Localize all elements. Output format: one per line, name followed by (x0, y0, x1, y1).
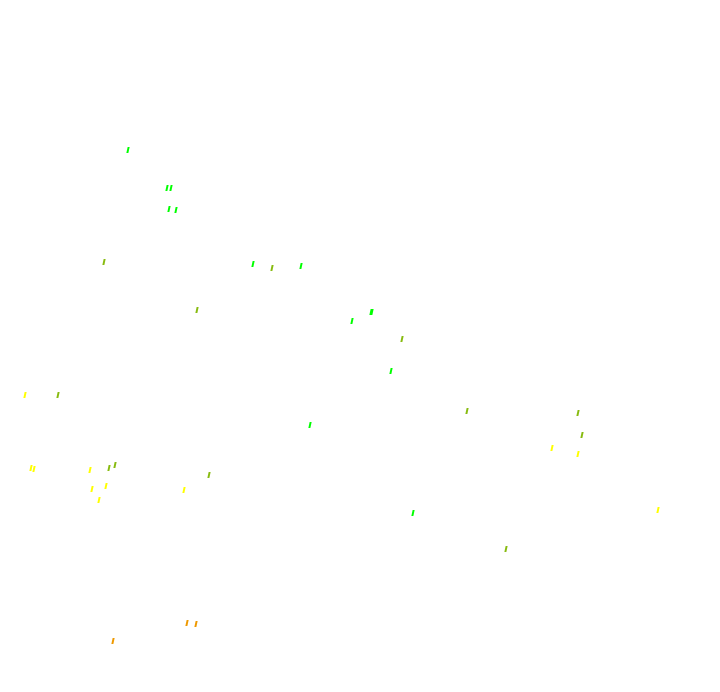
speck (251, 261, 255, 267)
speck (308, 422, 312, 428)
speck (104, 483, 108, 489)
speck (580, 432, 584, 438)
speck (107, 465, 111, 471)
speck (165, 185, 169, 191)
speck (207, 472, 211, 478)
speck (97, 497, 101, 503)
speck (182, 487, 186, 493)
speck (299, 263, 303, 269)
speck (102, 259, 106, 265)
speck (88, 467, 92, 473)
speck (90, 486, 94, 492)
speck (113, 462, 117, 468)
speck (167, 206, 171, 212)
speck (400, 336, 404, 342)
speck (576, 410, 580, 416)
speck (465, 408, 469, 414)
speck (550, 445, 554, 451)
speck (56, 392, 60, 398)
speck (576, 451, 580, 457)
speck (23, 392, 27, 398)
speck (194, 621, 198, 627)
speck (174, 207, 178, 213)
speck (126, 147, 130, 153)
speck (656, 507, 660, 513)
speck (32, 466, 36, 472)
speck (389, 368, 393, 374)
speck (411, 510, 415, 516)
speck (504, 546, 508, 552)
speck (350, 318, 354, 324)
speck (370, 309, 374, 315)
speck (169, 185, 173, 191)
speck (270, 265, 274, 271)
speck (185, 620, 189, 626)
speck (111, 638, 115, 644)
speck (195, 307, 199, 313)
